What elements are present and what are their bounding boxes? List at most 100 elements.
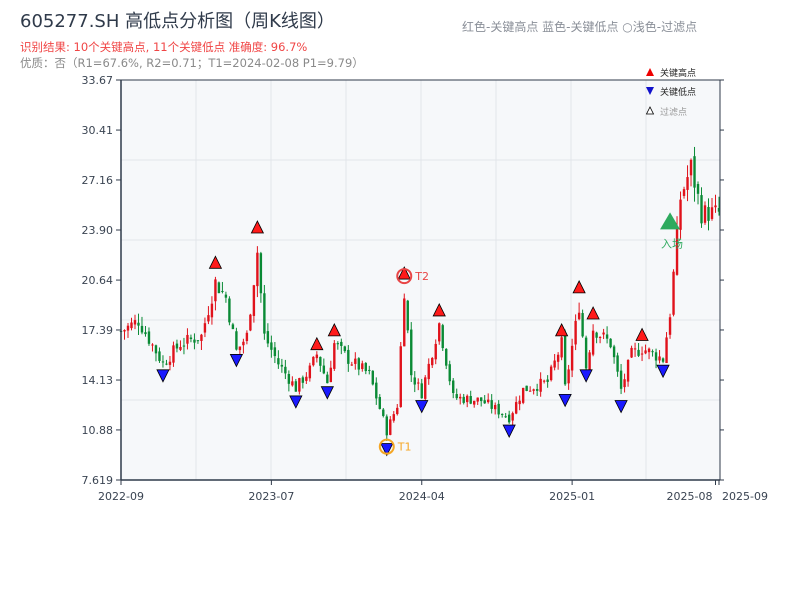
candle-body [249,314,252,331]
candle-body [427,363,430,380]
key-low-marker [380,443,394,457]
candle-body [210,303,214,318]
candle-body [452,380,455,394]
candle-body [434,343,437,360]
candle-body [553,360,556,368]
candle-body [476,397,479,402]
entry-marker [660,212,681,230]
key-low-marker [558,393,572,408]
candle-body [396,407,399,415]
candle-body [448,364,451,382]
t1-circle [378,438,395,455]
candle-body [410,329,413,376]
candle-body [535,389,539,391]
candle-body [207,315,210,322]
candle-body [189,337,193,340]
candle-body [574,320,577,345]
x-tick-label: 2022-09 [98,490,144,503]
legend-low-label: 关键低点 [660,86,696,98]
candle-body [147,331,151,344]
candle-body [193,339,196,343]
candle-body [158,351,161,361]
candle-body [647,348,651,353]
legend-low-icon [646,87,654,95]
candle-body [245,332,249,342]
candle-body [424,377,427,399]
candle-body [658,356,661,361]
candle-body [717,208,721,212]
candle-body [473,400,476,405]
candle-body [633,348,637,350]
y-tick-label: 14.13 [82,374,114,387]
candle-body [308,365,312,379]
candle-body [130,322,133,329]
candle-body [682,189,686,196]
key-low-marker [502,424,516,438]
candle-body [322,365,326,374]
candle-body [693,156,696,188]
candle-body [172,345,175,363]
key-low-marker [415,400,429,414]
candle-body [539,378,542,392]
candle-body [242,341,245,346]
candle-body [521,387,525,403]
candle-body [459,396,462,399]
candle-body [514,402,518,414]
key-high-marker [586,306,600,320]
candle-body [252,285,256,316]
candle-body [137,322,140,326]
candle-body [654,352,658,361]
candle-body [479,397,483,402]
key-high-marker [310,336,324,351]
candle-body [431,358,434,366]
candle-body [319,356,322,366]
candle-body [354,358,357,364]
candle-body [623,379,626,388]
candle-body [294,381,298,392]
candle-body [315,354,319,359]
candle-body [497,403,500,415]
quality-summary: 优质：否（R1=67.6%, R2=0.71；T1=2024-02-08 P1=… [20,56,364,70]
candle-body [549,366,553,381]
candle-body [326,374,329,384]
key-low-marker [229,354,244,368]
candle-body [287,373,291,384]
chart-title: 605277.SH 高低点分析图（周K线图） [20,11,335,32]
candle-body [375,382,378,399]
candle-body [347,349,350,364]
candle-body [546,379,549,382]
key-low-marker [320,386,334,400]
candle-body [161,361,165,363]
candle-body [661,358,665,362]
candle-body [668,317,672,335]
candle-body [140,325,144,333]
candle-body [406,300,409,331]
candle-body [672,271,675,315]
candle-body [385,416,388,436]
candle-body [700,195,703,224]
candle-body [511,413,514,421]
candle-body [238,346,242,351]
candle-body [490,400,493,409]
legend-filtered-icon [645,106,655,115]
y-tick-label: 23.90 [82,224,114,237]
candle-body [312,356,315,366]
key-high-marker [397,266,411,280]
candle-body [438,323,441,342]
candle-body [612,346,616,358]
candle-body [284,366,287,374]
candle-body [196,340,200,342]
candle-body [528,390,532,392]
candle-body [679,199,682,230]
candle-body [221,290,224,292]
candle-body [441,325,444,349]
candle-body [392,414,395,421]
candle-body [126,325,130,331]
candle-body [291,381,294,386]
candle-body [483,400,486,404]
candle-body [364,363,367,372]
candle-body [595,332,598,338]
candle-body [616,355,619,372]
candle-body [707,206,710,221]
